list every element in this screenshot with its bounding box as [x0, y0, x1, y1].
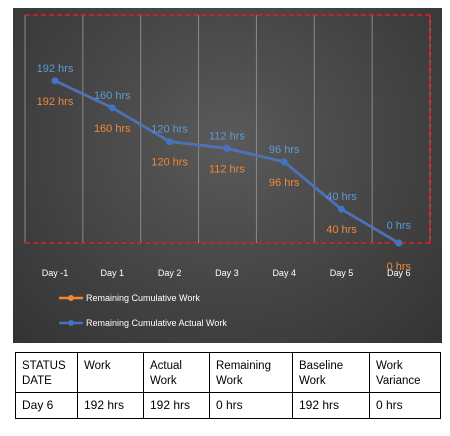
cell-remaining-work: 0 hrs	[209, 392, 293, 419]
x-tick-label: Day 2	[158, 268, 182, 278]
header-cell-remaining-work: Remaining Work	[209, 352, 293, 393]
data-label-planned: 120 hrs	[151, 157, 188, 169]
legend-swatch-marker	[68, 295, 74, 301]
data-point	[51, 77, 59, 85]
data-label-actual: 96 hrs	[269, 144, 300, 156]
x-tick-label: Day 1	[101, 268, 125, 278]
legend-label: Remaining Cumulative Work	[86, 293, 200, 303]
data-point	[280, 158, 288, 166]
data-label-actual: 160 hrs	[94, 90, 131, 102]
data-point	[223, 144, 231, 152]
x-tick-label: Day 5	[330, 268, 354, 278]
data-label-actual: 112 hrs	[209, 130, 245, 142]
data-label-planned: 0 hrs	[387, 261, 412, 273]
x-tick-label: Day -1	[42, 268, 69, 278]
data-point	[108, 104, 116, 112]
data-label-planned: 160 hrs	[94, 123, 131, 135]
cell-baseline-work: 192 hrs	[292, 392, 370, 419]
cell-status-date: Day 6	[15, 392, 78, 419]
table-header-row: STATUS DATE Work Actual Work Remaining Work…	[15, 352, 441, 393]
header-cell-actual-work: Actual Work	[143, 352, 210, 393]
cell-work-variance: 0 hrs	[369, 392, 441, 419]
header-cell-work: Work	[77, 352, 144, 393]
data-label-planned: 112 hrs	[209, 163, 245, 175]
x-tick-label: Day 6	[387, 268, 411, 278]
chart-canvas: Day -1 Day 1 Day 2 Day 3 Day 4 Day 5 Day 6 192 …	[24, 14, 431, 328]
header-cell-status-date: STATUS DATE	[15, 352, 78, 393]
data-label-actual: 0 hrs	[387, 220, 412, 232]
data-point	[338, 205, 345, 213]
header-cell-baseline-work: Baseline Work	[292, 352, 370, 393]
cell-work: 192 hrs	[77, 392, 144, 419]
data-label-planned: 192 hrs	[37, 96, 74, 108]
legend-label: Remaining Cumulative Actual Work	[86, 318, 227, 328]
burndown-chart: Day -1 Day 1 Day 2 Day 3 Day 4 Day 5 Day 6 192 …	[13, 8, 442, 343]
data-label-actual: 120 hrs	[151, 124, 188, 136]
header-cell-work-variance: Work Variance	[369, 352, 441, 393]
status-table: STATUS DATE Work Actual Work Remaining Work…	[15, 352, 441, 419]
data-label-actual: 40 hrs	[326, 191, 357, 203]
data-label-planned: 40 hrs	[326, 224, 357, 236]
data-point	[166, 138, 174, 146]
data-point	[395, 239, 403, 247]
cell-actual-work: 192 hrs	[143, 392, 210, 419]
x-tick-label: Day 3	[215, 268, 239, 278]
series-line-remaining-cumulative-actual-work	[54, 79, 400, 245]
data-label-planned: 96 hrs	[269, 177, 300, 189]
legend-swatch-marker	[68, 320, 74, 326]
data-label-actual: 192 hrs	[37, 63, 74, 75]
table-row: Day 6 192 hrs 192 hrs 0 hrs 192 hrs 0 hr…	[15, 392, 441, 419]
x-tick-label: Day 4	[272, 268, 296, 278]
